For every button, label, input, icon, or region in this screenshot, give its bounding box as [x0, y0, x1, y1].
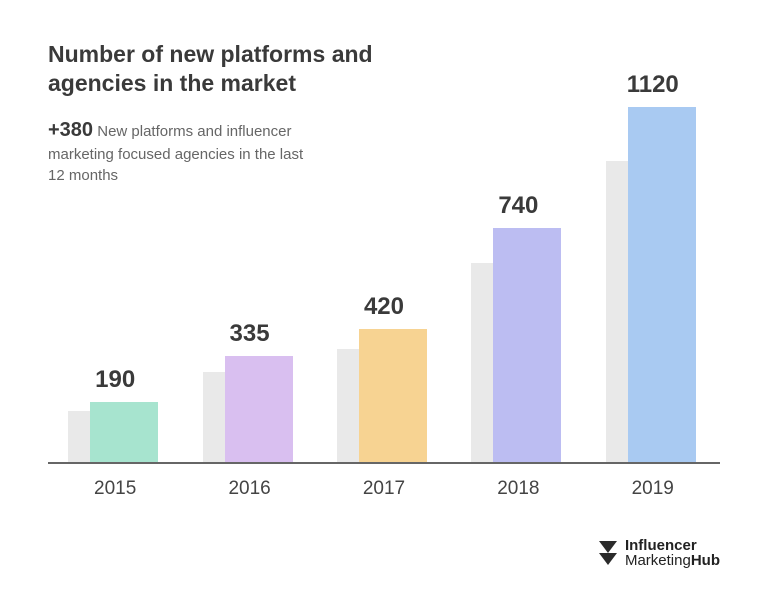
bar-value-label: 420 [324, 293, 444, 321]
bar-group: 420 [329, 84, 439, 462]
bar-value-label: 335 [190, 320, 310, 348]
logo-text: Influencer MarketingHub [625, 538, 720, 568]
bar-value-label: 190 [55, 366, 175, 394]
bar [359, 329, 427, 462]
bar [493, 228, 561, 462]
logo-icon [597, 539, 619, 567]
logo-line1: Influencer [625, 538, 720, 553]
bar-group: 190 [60, 84, 170, 462]
logo-line2: MarketingHub [625, 553, 720, 568]
x-label: 2019 [598, 472, 708, 502]
bar-value-label: 1120 [593, 71, 713, 99]
bar-group: 335 [195, 84, 305, 462]
x-label: 2018 [463, 472, 573, 502]
x-label: 2017 [329, 472, 439, 502]
bar [628, 107, 696, 462]
chart-container: Number of new platforms and agencies in … [48, 40, 720, 502]
plot-area: 1903354207401120 [48, 84, 720, 464]
x-label: 2015 [60, 472, 170, 502]
x-axis-labels: 2015 2016 2017 2018 2019 [48, 472, 720, 502]
brand-logo: Influencer MarketingHub [597, 538, 720, 568]
bar-value-label: 740 [458, 192, 578, 220]
bar-group: 740 [463, 84, 573, 462]
bars-row: 1903354207401120 [48, 84, 720, 462]
bar [225, 356, 293, 462]
x-label: 2016 [195, 472, 305, 502]
bar-group: 1120 [598, 84, 708, 462]
bar [90, 402, 158, 462]
